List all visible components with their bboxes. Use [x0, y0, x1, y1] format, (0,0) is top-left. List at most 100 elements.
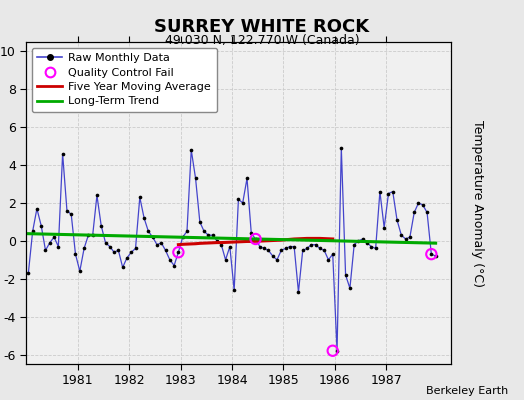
Point	[376, 188, 384, 195]
Point	[209, 232, 217, 238]
Point	[252, 236, 260, 242]
Point	[46, 240, 54, 246]
Y-axis label: Temperature Anomaly (°C): Temperature Anomaly (°C)	[472, 120, 485, 286]
Point	[144, 228, 152, 235]
Point	[75, 268, 84, 274]
Point	[106, 243, 114, 250]
Point	[157, 240, 166, 246]
Point	[37, 222, 46, 229]
Point	[320, 247, 329, 254]
Point	[41, 247, 50, 254]
Point	[350, 242, 358, 248]
Point	[406, 234, 414, 240]
Point	[329, 251, 337, 257]
Point	[367, 243, 376, 250]
Point	[67, 211, 75, 218]
Point	[315, 245, 324, 252]
Point	[153, 242, 161, 248]
Point	[268, 253, 277, 259]
Point	[358, 236, 367, 242]
Point	[384, 190, 392, 197]
Point	[110, 249, 118, 256]
Point	[114, 247, 123, 254]
Point	[24, 270, 32, 276]
Point	[234, 196, 243, 202]
Point	[414, 200, 423, 206]
Point	[132, 245, 140, 252]
Point	[217, 242, 225, 248]
Point	[393, 217, 401, 223]
Point	[32, 206, 41, 212]
Point	[174, 249, 182, 256]
Point	[337, 145, 345, 151]
Point	[290, 243, 298, 250]
Point	[299, 247, 307, 254]
Point	[431, 253, 440, 259]
Point	[238, 200, 247, 206]
Point	[281, 245, 290, 252]
Point	[183, 228, 191, 235]
Point	[170, 262, 178, 269]
Point	[329, 348, 337, 354]
Text: SURREY WHITE ROCK: SURREY WHITE ROCK	[155, 18, 369, 36]
Point	[354, 238, 363, 244]
Point	[252, 236, 260, 242]
Point	[256, 243, 264, 250]
Point	[161, 247, 170, 254]
Point	[303, 245, 311, 252]
Point	[410, 209, 418, 216]
Point	[307, 242, 315, 248]
Point	[54, 243, 62, 250]
Point	[140, 215, 148, 221]
Point	[89, 232, 97, 238]
Point	[397, 232, 406, 238]
Point	[389, 188, 397, 195]
Point	[174, 249, 182, 256]
Point	[311, 242, 320, 248]
Point	[427, 251, 435, 257]
Point	[247, 230, 256, 236]
Point	[286, 243, 294, 250]
Point	[71, 251, 80, 257]
Point	[277, 247, 286, 254]
Point	[84, 232, 93, 238]
Point	[324, 257, 333, 263]
Point	[260, 245, 268, 252]
Point	[50, 234, 58, 240]
Point	[226, 243, 234, 250]
Point	[166, 257, 174, 263]
Point	[264, 247, 272, 254]
Point	[401, 236, 410, 242]
Point	[59, 150, 67, 157]
Point	[273, 257, 281, 263]
Point	[423, 209, 431, 216]
Text: 49.030 N, 122.770 W (Canada): 49.030 N, 122.770 W (Canada)	[165, 34, 359, 47]
Point	[200, 228, 209, 235]
Text: Berkeley Earth: Berkeley Earth	[426, 386, 508, 396]
Point	[97, 222, 105, 229]
Point	[195, 219, 204, 225]
Point	[118, 264, 127, 271]
Point	[80, 245, 88, 252]
Point	[294, 289, 303, 295]
Point	[101, 240, 110, 246]
Point	[342, 272, 350, 278]
Point	[179, 234, 187, 240]
Point	[363, 240, 371, 246]
Point	[221, 257, 230, 263]
Point	[243, 175, 251, 182]
Point	[123, 255, 131, 261]
Point	[191, 175, 200, 182]
Point	[372, 245, 380, 252]
Point	[204, 232, 213, 238]
Point	[136, 194, 144, 200]
Point	[93, 192, 101, 199]
Point	[28, 228, 37, 235]
Point	[419, 202, 427, 208]
Point	[63, 207, 71, 214]
Legend: Raw Monthly Data, Quality Control Fail, Five Year Moving Average, Long-Term Tren: Raw Monthly Data, Quality Control Fail, …	[32, 48, 217, 112]
Point	[427, 251, 435, 257]
Point	[148, 234, 157, 240]
Point	[187, 147, 195, 153]
Point	[333, 348, 341, 354]
